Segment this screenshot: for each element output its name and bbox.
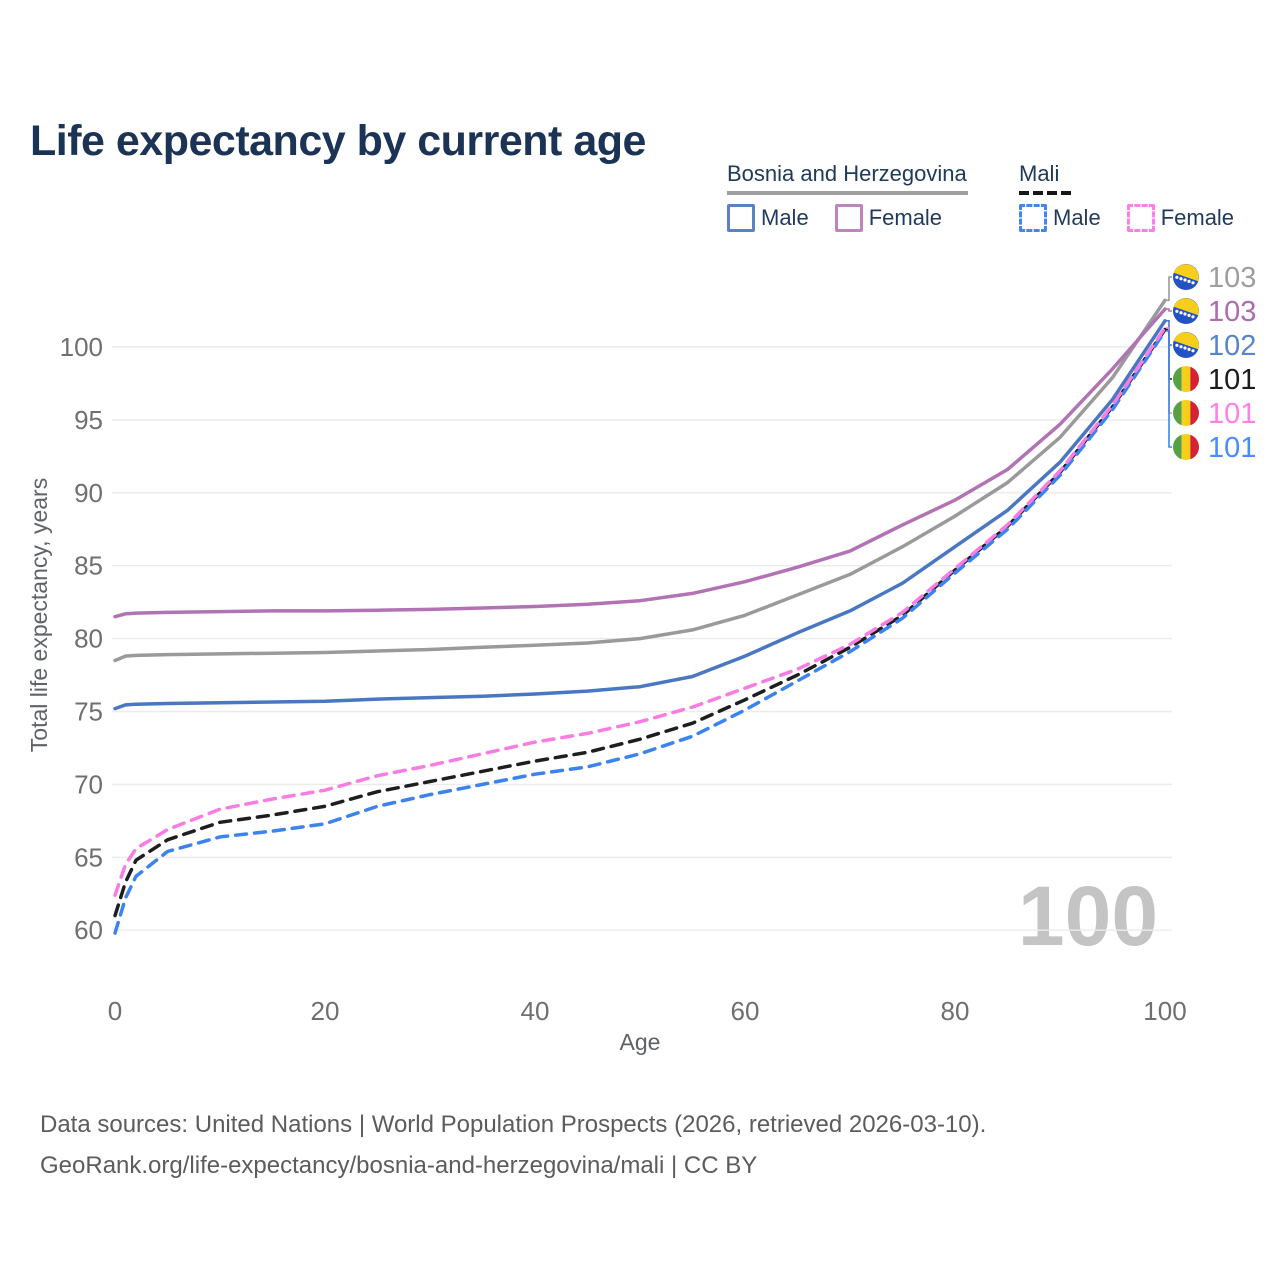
bosnia-flag-icon <box>1173 298 1199 324</box>
y-tick-label-85: 85 <box>74 551 103 581</box>
bosnia-flag-icon <box>1173 332 1199 358</box>
mali-flag-icon <box>1173 400 1199 426</box>
legend-country-label: Mali <box>1019 161 1060 186</box>
legend-row: Male Female <box>1019 204 1260 232</box>
x-tick-label-20: 20 <box>311 996 340 1026</box>
mali-flag-icon <box>1173 434 1199 460</box>
end-label-mali-both-sexes: 101 <box>1208 364 1256 396</box>
end-label-bosnia-and-herzegovina-male: 102 <box>1208 330 1256 362</box>
x-axis-title: Age <box>620 1029 661 1055</box>
legend-item-male[interactable]: Male <box>761 205 809 230</box>
legend-swatch-female-solid[interactable] <box>834 204 863 232</box>
legend-group-mali: Mali Male Female <box>1019 162 1260 232</box>
y-tick-label-80: 80 <box>74 624 103 654</box>
y-axis-title: Total life expectancy, years <box>26 478 52 752</box>
watermark-100: 100 <box>1018 869 1158 963</box>
y-tick-label-100: 100 <box>60 332 103 362</box>
x-tick-label-0: 0 <box>108 996 122 1026</box>
y-tick-label-70: 70 <box>74 769 103 799</box>
y-tick-label-90: 90 <box>74 478 103 508</box>
end-label-mali-male: 101 <box>1208 432 1256 464</box>
y-tick-label-95: 95 <box>74 405 103 435</box>
y-tick-label-75: 75 <box>74 697 103 727</box>
legend-item-female[interactable]: Female <box>868 205 943 230</box>
x-tick-label-80: 80 <box>941 996 970 1026</box>
end-label-mali-female: 101 <box>1208 398 1256 430</box>
legend-underline-solid <box>727 191 969 195</box>
legend-country-label: Bosnia and Herzegovina <box>727 161 967 186</box>
footer: Data sources: United Nations | World Pop… <box>40 1104 986 1186</box>
y-tick-label-65: 65 <box>74 842 103 872</box>
legend-swatch-male-dashed[interactable] <box>1019 204 1047 232</box>
legend: Bosnia and Herzegovina Male Female Mali … <box>0 162 1280 242</box>
series-line-mali-male[interactable] <box>113 329 1167 935</box>
mali-flag-icon <box>1173 366 1199 392</box>
leader-line-bosnia-and-herzegovina-both-sexes <box>1166 276 1172 302</box>
legend-swatch-female-dashed[interactable] <box>1126 204 1155 232</box>
page-title: Life expectancy by current age <box>30 116 646 165</box>
footer-data-sources: Data sources: United Nations | World Pop… <box>40 1111 987 1138</box>
legend-item-female[interactable]: Female <box>1160 205 1235 230</box>
series-line-bosnia-and-herzegovina-female[interactable] <box>113 307 1167 619</box>
end-label-bosnia-and-herzegovina-both-sexes: 103 <box>1208 262 1256 294</box>
legend-underline-dashed <box>1019 191 1073 195</box>
series-line-mali-both-sexes[interactable] <box>113 327 1167 918</box>
legend-group-bosnia-and-herzegovina: Bosnia and Herzegovina Male Female <box>727 161 969 232</box>
series-line-mali-female[interactable] <box>113 326 1167 897</box>
bosnia-flag-icon <box>1173 264 1199 290</box>
series-line-bosnia-and-herzegovina-both-sexes[interactable] <box>113 298 1167 663</box>
legend-row: Male Female <box>727 204 968 232</box>
series-line-bosnia-and-herzegovina-male[interactable] <box>113 319 1167 711</box>
footer-attribution: GeoRank.org/life-expectancy/bosnia-and-h… <box>40 1152 758 1179</box>
leader-line-mali-male <box>1166 330 1172 448</box>
x-tick-label-60: 60 <box>731 996 760 1026</box>
x-tick-label-40: 40 <box>521 996 550 1026</box>
y-tick-label-60: 60 <box>74 915 103 945</box>
legend-swatch-male-solid[interactable] <box>727 204 755 232</box>
end-label-bosnia-and-herzegovina-female: 103 <box>1208 296 1256 328</box>
legend-item-male[interactable]: Male <box>1053 205 1101 230</box>
leader-line-bosnia-and-herzegovina-female <box>1166 308 1172 312</box>
x-tick-label-100: 100 <box>1143 996 1186 1026</box>
